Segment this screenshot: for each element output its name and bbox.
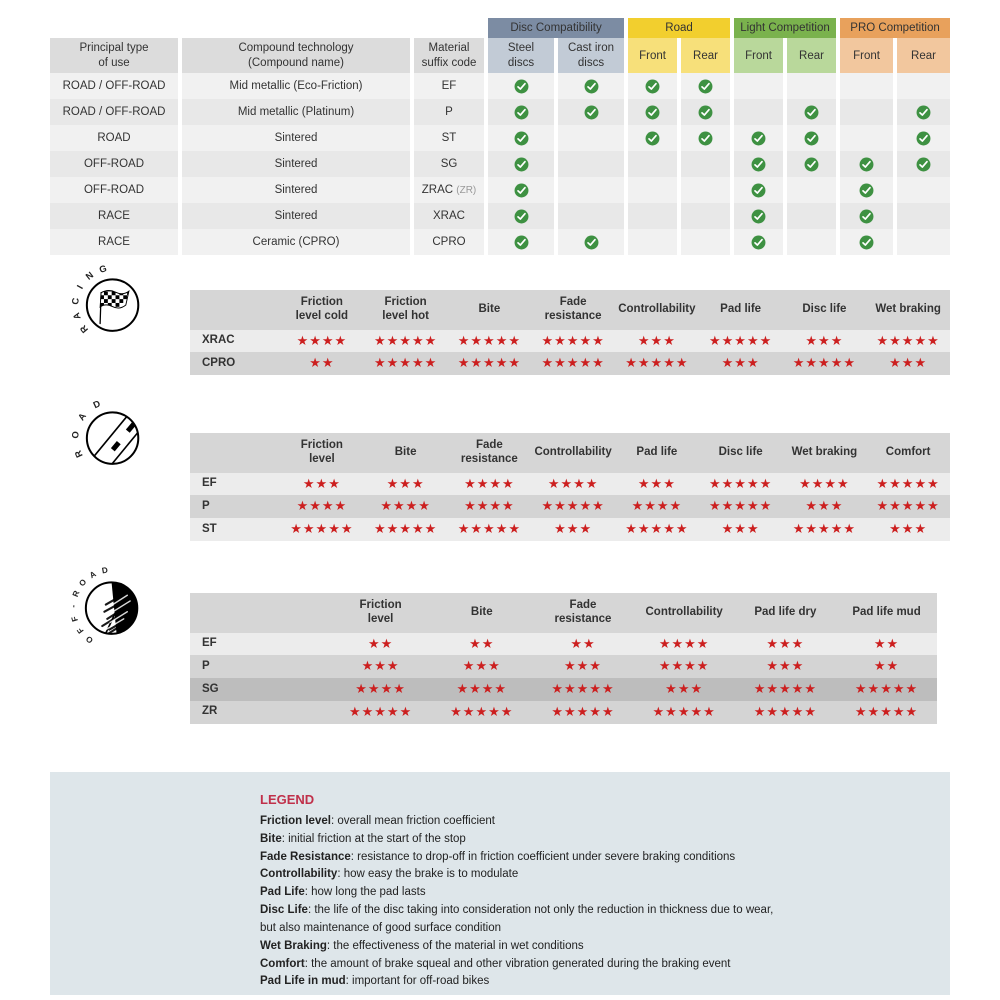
svg-text:F: F [70,615,80,622]
svg-text:D: D [101,566,108,576]
svg-text:-: - [69,604,78,607]
svg-text:I: I [75,283,85,290]
svg-text:R: R [71,589,82,598]
svg-text:D: D [92,398,103,410]
svg-text:G: G [98,263,108,275]
svg-text:O: O [77,577,88,588]
svg-text:R: R [78,323,90,335]
svg-text:R: R [73,448,85,459]
svg-text:C: C [70,297,81,305]
svg-text:A: A [71,311,83,321]
svg-text:O: O [84,634,95,645]
svg-text:F: F [75,626,85,635]
svg-text:N: N [84,270,96,282]
svg-text:A: A [76,411,88,422]
svg-text:O: O [70,431,81,439]
svg-text:A: A [88,569,98,580]
